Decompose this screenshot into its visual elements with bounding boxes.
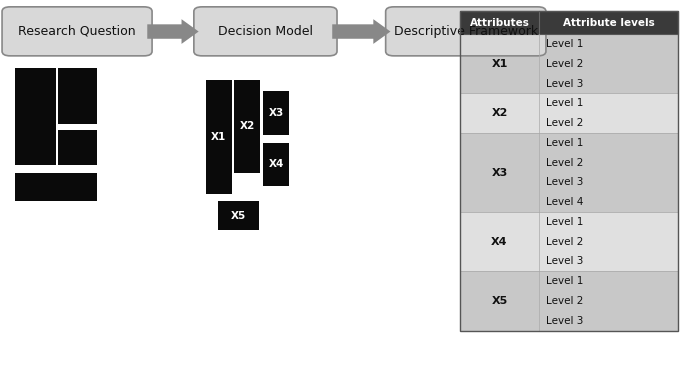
Bar (460, 11, 678, 331)
Text: X4: X4 (491, 237, 508, 247)
FancyBboxPatch shape (386, 7, 546, 56)
Text: Level 3: Level 3 (545, 316, 583, 326)
Text: Level 2: Level 2 (545, 118, 583, 128)
Bar (460, 212, 678, 271)
Text: X5: X5 (231, 211, 246, 221)
Bar (460, 34, 678, 93)
Bar (58, 130, 97, 165)
Text: X2: X2 (491, 108, 508, 118)
Polygon shape (332, 19, 390, 44)
Bar (206, 80, 232, 194)
Text: X5: X5 (491, 296, 508, 306)
Bar (460, 11, 678, 34)
Bar (263, 91, 289, 135)
FancyBboxPatch shape (194, 7, 337, 56)
Text: Attributes: Attributes (470, 18, 530, 28)
Bar (460, 133, 678, 212)
Text: X4: X4 (269, 159, 284, 169)
Bar (460, 93, 678, 133)
Text: Level 2: Level 2 (545, 237, 583, 247)
Text: X3: X3 (491, 168, 508, 177)
Text: Level 3: Level 3 (545, 79, 583, 89)
Text: Level 4: Level 4 (545, 197, 583, 207)
Text: Research Question: Research Question (18, 25, 136, 38)
Text: X1: X1 (491, 59, 508, 69)
Text: X3: X3 (269, 108, 284, 118)
Text: X1: X1 (211, 132, 226, 142)
FancyBboxPatch shape (2, 7, 152, 56)
Bar (234, 80, 260, 173)
Text: Level 1: Level 1 (545, 39, 583, 49)
Bar (15, 68, 56, 165)
Text: Level 2: Level 2 (545, 296, 583, 306)
Text: Decision Model: Decision Model (218, 25, 313, 38)
Text: X2: X2 (240, 121, 255, 131)
Bar (15, 173, 97, 201)
Polygon shape (147, 19, 199, 44)
Bar (58, 68, 97, 124)
Text: Descriptive Framework: Descriptive Framework (394, 25, 538, 38)
Text: Level 1: Level 1 (545, 98, 583, 108)
Text: Level 1: Level 1 (545, 138, 583, 148)
Text: Level 2: Level 2 (545, 158, 583, 168)
Text: Level 1: Level 1 (545, 217, 583, 227)
Text: Level 1: Level 1 (545, 276, 583, 286)
Text: Level 2: Level 2 (545, 59, 583, 69)
Bar (218, 201, 259, 230)
Text: Level 3: Level 3 (545, 256, 583, 266)
Text: Level 3: Level 3 (545, 177, 583, 187)
Text: Attribute levels: Attribute levels (562, 18, 654, 28)
Bar (460, 271, 678, 331)
Bar (263, 142, 289, 186)
